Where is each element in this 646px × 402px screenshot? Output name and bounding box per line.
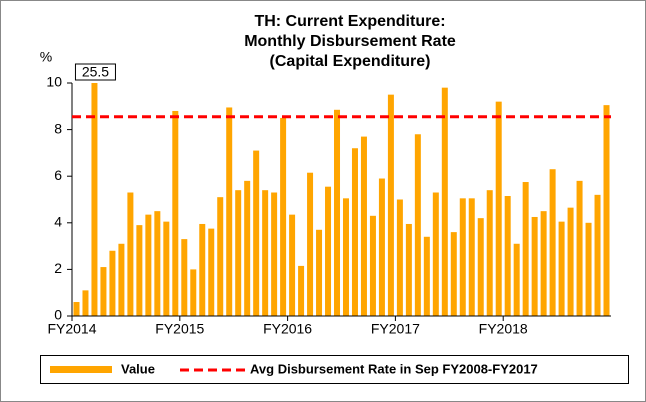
bar (504, 196, 511, 316)
bars (73, 83, 610, 317)
bar (244, 180, 251, 316)
legend-box (40, 355, 629, 384)
bar (531, 216, 538, 316)
bar (208, 228, 215, 316)
bar (199, 223, 206, 316)
bar (387, 94, 394, 317)
y-tick-label: 4 (54, 214, 62, 230)
bar (414, 134, 421, 316)
y-tick-label: 10 (46, 74, 62, 90)
bar (396, 199, 403, 316)
bar (235, 190, 242, 316)
x-tick-label: FY2015 (155, 321, 204, 337)
y-tick-label: 6 (54, 167, 62, 183)
bar (253, 150, 260, 316)
y-tick-label: 2 (54, 260, 62, 276)
bar (82, 290, 89, 316)
bar (459, 198, 466, 316)
bar (172, 110, 179, 317)
bar (118, 243, 125, 316)
bar (405, 223, 412, 316)
bar (603, 105, 610, 316)
bar (495, 101, 502, 316)
bar (289, 214, 296, 316)
bar (549, 169, 556, 316)
bar (450, 232, 457, 316)
bar (334, 109, 341, 316)
bar (342, 198, 349, 316)
legend-swatch (50, 366, 112, 373)
chart-title: TH: Current Expenditure: (254, 13, 445, 30)
bar (576, 180, 583, 316)
y-tick-label: 8 (54, 120, 62, 136)
bar (91, 83, 98, 317)
bar (558, 221, 565, 316)
bar (262, 190, 269, 316)
bar (280, 117, 287, 316)
legend-label: Avg Disbursement Rate in Sep FY2008-FY20… (250, 361, 538, 376)
bar (136, 225, 143, 316)
bar (369, 215, 376, 316)
bar (585, 222, 592, 316)
bar (154, 211, 161, 316)
bar (127, 192, 134, 316)
bar (271, 192, 278, 316)
bar (486, 190, 493, 316)
x-tick-label: FY2016 (263, 321, 312, 337)
bar (226, 107, 233, 316)
bar (441, 87, 448, 316)
bar (423, 236, 430, 316)
bar (316, 229, 323, 316)
bar (181, 239, 188, 316)
bar (163, 221, 170, 316)
bar (540, 211, 547, 316)
bar (217, 197, 224, 316)
bar (325, 186, 332, 316)
chart-title: Monthly Disbursement Rate (244, 33, 456, 50)
legend-label: Value (121, 361, 155, 376)
bar (360, 136, 367, 316)
bar (468, 198, 475, 316)
bar (477, 218, 484, 316)
bar (513, 243, 520, 316)
x-tick-label: FY2017 (371, 321, 420, 337)
data-label: 25.5 (82, 64, 109, 80)
bar (73, 302, 80, 316)
bar (378, 178, 385, 316)
bar (298, 265, 305, 316)
bar (522, 182, 529, 316)
bar (567, 207, 574, 316)
bar (307, 172, 314, 316)
x-tick-label: FY2014 (47, 321, 96, 337)
bar (351, 148, 358, 316)
y-tick-label: 0 (54, 307, 62, 323)
bar (145, 214, 152, 316)
x-tick-label: FY2018 (479, 321, 528, 337)
bar (100, 267, 107, 316)
bar (594, 194, 601, 316)
y-axis-label: % (40, 49, 52, 65)
bar (109, 250, 116, 316)
data-label-box (74, 63, 116, 81)
chart-title: (Capital Expenditure) (270, 53, 431, 70)
bar (190, 269, 197, 316)
bar (432, 192, 439, 316)
